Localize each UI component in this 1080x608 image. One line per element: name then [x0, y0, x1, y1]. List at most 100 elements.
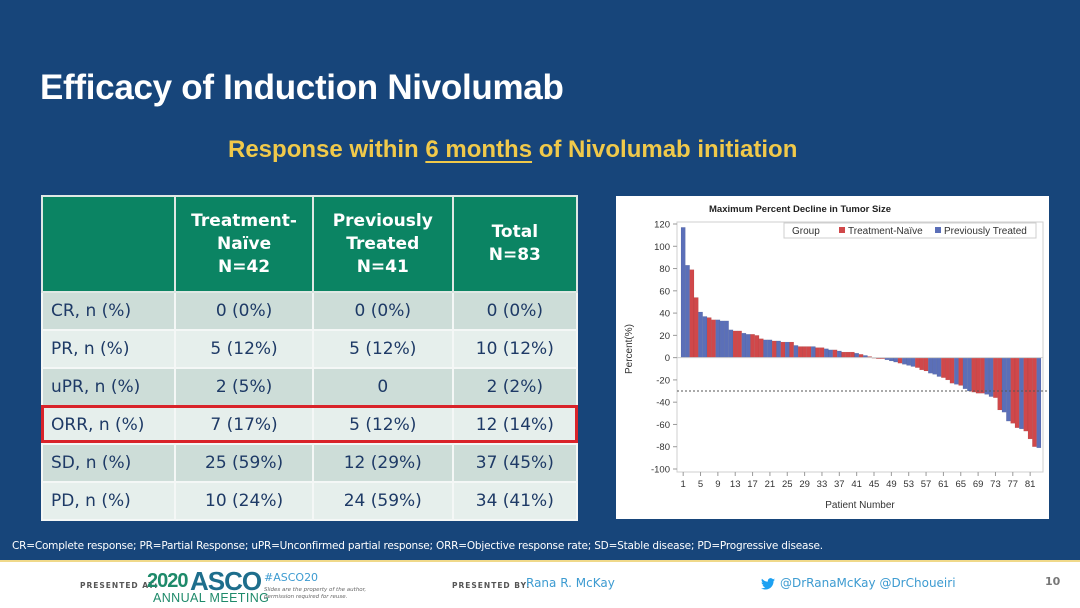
header-line: N=41: [356, 256, 409, 277]
bar: [932, 357, 938, 375]
twitter-handles: @DrRanaMcKay @DrChoueiri: [780, 576, 956, 590]
bar: [923, 357, 929, 372]
table-cell: 10 (12%): [451, 329, 579, 369]
x-tick-label: 17: [747, 479, 758, 490]
bar: [854, 352, 860, 358]
bar: [1023, 357, 1029, 432]
presented-at-label: PRESENTED AT:: [80, 581, 159, 590]
y-tick-label: 60: [659, 286, 670, 297]
legend-title: Group: [792, 226, 820, 237]
bar: [719, 320, 725, 358]
y-tick-label: -80: [656, 442, 670, 453]
subtitle-pre: Response within: [228, 136, 426, 163]
plot-frame: [676, 221, 1044, 473]
bar: [685, 265, 690, 358]
table-cell: 5 (12%): [311, 405, 454, 445]
table-cell: 12 (29%): [311, 443, 454, 483]
bar: [893, 357, 899, 363]
chart-legend: Group Treatment-Naïve Previously Treated: [783, 222, 1037, 239]
bar: [967, 357, 972, 392]
note-line: permission required for reuse.: [264, 594, 348, 600]
y-tick-label: 0: [665, 353, 670, 364]
bar: [806, 346, 812, 358]
row-label: uPR, n (%): [40, 367, 177, 407]
x-tick-label: 29: [799, 479, 810, 490]
legend-swatch-treatment-naive: [839, 227, 845, 233]
bar: [1027, 357, 1033, 440]
header-line: N=83: [488, 245, 541, 265]
x-tick-label: 81: [1025, 479, 1036, 490]
header-line: Treated: [346, 233, 420, 254]
table-row-sd: SD, n (%) 25 (59%) 12 (29%) 37 (45%): [40, 443, 579, 483]
bar: [1019, 357, 1024, 430]
bar: [941, 357, 946, 378]
header-cell-treatment-naive: Treatment- Naïve N=42: [174, 195, 314, 293]
bar: [732, 330, 738, 358]
bar: [698, 311, 703, 358]
bar: [737, 330, 742, 358]
subtitle-underlined: 6 months: [425, 136, 533, 163]
asco-logo-year: 2020: [147, 570, 188, 592]
bar: [793, 345, 799, 358]
bar: [841, 351, 847, 358]
bar: [711, 319, 716, 358]
bar: [1001, 357, 1007, 413]
row-label: PR, n (%): [40, 329, 177, 369]
bar: [906, 357, 912, 366]
x-tick-label: 45: [869, 479, 880, 490]
bar: [750, 334, 755, 358]
bar: [993, 357, 998, 398]
header-line: Previously: [332, 210, 433, 231]
bar: [858, 354, 864, 358]
waterfall-chart-panel: Maximum Percent Decline in Tumor Size 12…: [616, 196, 1049, 519]
y-tick-label: 100: [654, 242, 670, 253]
y-tick-label: -60: [656, 420, 670, 431]
bar: [810, 346, 816, 358]
y-tick-label: 20: [659, 331, 670, 342]
bar: [915, 357, 920, 368]
bar: [936, 357, 942, 377]
row-label: ORR, n (%): [40, 405, 177, 445]
table-row-upr: uPR, n (%) 2 (5%) 0 2 (2%): [40, 367, 579, 407]
row-label: SD, n (%): [40, 443, 177, 483]
chart-title: Maximum Percent Decline in Tumor Size: [709, 204, 891, 215]
bar: [693, 297, 699, 358]
bar: [945, 357, 951, 381]
bar: [1006, 357, 1011, 422]
x-axis: 1 5 9 13 17 21 25 29 33 37 41 45 49 53 57 61 65 69 73 77 81: [681, 472, 1036, 490]
bar: [849, 351, 855, 358]
bar: [1014, 357, 1020, 428]
bar: [819, 347, 825, 358]
bar: [919, 357, 925, 371]
x-tick-label: 77: [1008, 479, 1019, 490]
x-tick-label: 37: [834, 479, 845, 490]
bar: [706, 317, 712, 358]
row-label: PD, n (%): [40, 481, 177, 521]
asco-logo: ASCO: [190, 566, 262, 596]
table-header-row: Treatment- Naïve N=42 Previously Treated N=4…: [40, 195, 579, 293]
bar: [845, 351, 851, 358]
y-axis: 120 100 80 60 40 20 0 -20 -40 -60 -80 -100: [651, 220, 677, 476]
bar: [776, 340, 781, 358]
y-tick-label: -40: [656, 398, 670, 409]
x-tick-label: 57: [921, 479, 932, 490]
bar: [962, 357, 968, 390]
presented-by-label: PRESENTED BY:: [452, 581, 531, 590]
bar: [771, 340, 777, 358]
bar: [980, 357, 985, 394]
bar: [1010, 357, 1016, 424]
bar: [975, 357, 981, 394]
bar: [802, 346, 807, 358]
table-cell: 7 (17%): [174, 405, 314, 445]
header-cell-previously-treated: Previously Treated N=41: [311, 195, 454, 293]
bar: [815, 347, 820, 358]
bar: [928, 357, 933, 374]
y-axis-label: Percent(%): [624, 324, 635, 374]
note-line: Slides are the property of the author,: [264, 587, 367, 593]
twitter-icon: [761, 578, 775, 590]
y-tick-label: 40: [659, 309, 670, 320]
y-tick-label: 120: [654, 220, 670, 231]
bar: [680, 227, 686, 358]
table-cell: 5 (12%): [174, 329, 314, 369]
bar: [902, 357, 907, 365]
